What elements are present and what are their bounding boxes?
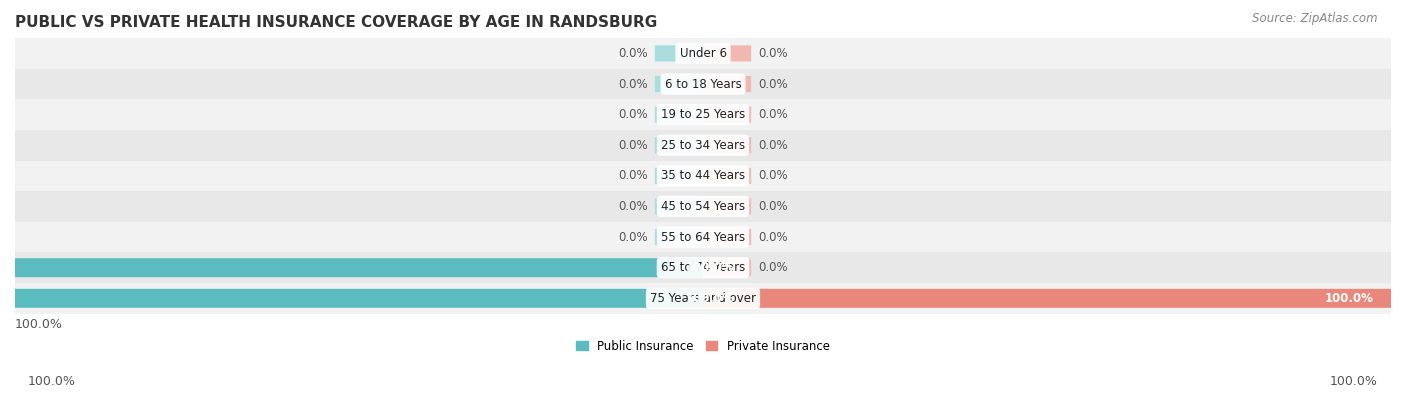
FancyBboxPatch shape (655, 76, 703, 92)
Text: 55 to 64 Years: 55 to 64 Years (661, 230, 745, 244)
Legend: Public Insurance, Private Insurance: Public Insurance, Private Insurance (571, 335, 835, 357)
Bar (15, 100, 1391, 130)
Text: 75 Years and over: 75 Years and over (650, 292, 756, 305)
Text: 0.0%: 0.0% (758, 230, 787, 244)
Text: PUBLIC VS PRIVATE HEALTH INSURANCE COVERAGE BY AGE IN RANDSBURG: PUBLIC VS PRIVATE HEALTH INSURANCE COVER… (15, 15, 657, 30)
FancyBboxPatch shape (703, 289, 1391, 308)
Text: 0.0%: 0.0% (758, 139, 787, 152)
Text: 100.0%: 100.0% (686, 292, 735, 305)
FancyBboxPatch shape (655, 168, 703, 184)
Text: 0.0%: 0.0% (758, 108, 787, 121)
Bar (15, 161, 1391, 191)
Text: Under 6: Under 6 (679, 47, 727, 60)
FancyBboxPatch shape (655, 45, 703, 62)
FancyBboxPatch shape (703, 229, 751, 245)
Text: 0.0%: 0.0% (619, 200, 648, 213)
Text: 25 to 34 Years: 25 to 34 Years (661, 139, 745, 152)
Text: 100.0%: 100.0% (1330, 375, 1378, 388)
Text: 100.0%: 100.0% (686, 261, 735, 274)
Text: 6 to 18 Years: 6 to 18 Years (665, 78, 741, 90)
Text: 0.0%: 0.0% (758, 200, 787, 213)
FancyBboxPatch shape (703, 198, 751, 214)
Text: 0.0%: 0.0% (619, 108, 648, 121)
Bar (15, 69, 1391, 100)
Text: 0.0%: 0.0% (758, 47, 787, 60)
Bar (15, 191, 1391, 222)
Bar (15, 252, 1391, 283)
Text: 0.0%: 0.0% (758, 169, 787, 183)
Text: 0.0%: 0.0% (758, 78, 787, 90)
Bar (15, 222, 1391, 252)
FancyBboxPatch shape (703, 107, 751, 123)
Text: 100.0%: 100.0% (15, 318, 63, 331)
Text: 0.0%: 0.0% (619, 47, 648, 60)
Text: 0.0%: 0.0% (619, 139, 648, 152)
Text: 0.0%: 0.0% (619, 230, 648, 244)
Text: 19 to 25 Years: 19 to 25 Years (661, 108, 745, 121)
FancyBboxPatch shape (655, 107, 703, 123)
Text: 100.0%: 100.0% (28, 375, 76, 388)
FancyBboxPatch shape (703, 260, 751, 276)
Bar (15, 283, 1391, 313)
Text: 0.0%: 0.0% (619, 169, 648, 183)
Bar (15, 38, 1391, 69)
Text: 35 to 44 Years: 35 to 44 Years (661, 169, 745, 183)
FancyBboxPatch shape (703, 45, 751, 62)
FancyBboxPatch shape (15, 289, 703, 308)
Text: 100.0%: 100.0% (1324, 292, 1374, 305)
FancyBboxPatch shape (703, 168, 751, 184)
Text: 0.0%: 0.0% (619, 78, 648, 90)
Text: 0.0%: 0.0% (758, 261, 787, 274)
Bar (15, 130, 1391, 161)
Text: 65 to 74 Years: 65 to 74 Years (661, 261, 745, 274)
FancyBboxPatch shape (655, 137, 703, 153)
FancyBboxPatch shape (703, 76, 751, 92)
FancyBboxPatch shape (655, 229, 703, 245)
FancyBboxPatch shape (703, 137, 751, 153)
Text: Source: ZipAtlas.com: Source: ZipAtlas.com (1253, 12, 1378, 25)
FancyBboxPatch shape (655, 198, 703, 214)
Text: 45 to 54 Years: 45 to 54 Years (661, 200, 745, 213)
FancyBboxPatch shape (15, 258, 703, 277)
